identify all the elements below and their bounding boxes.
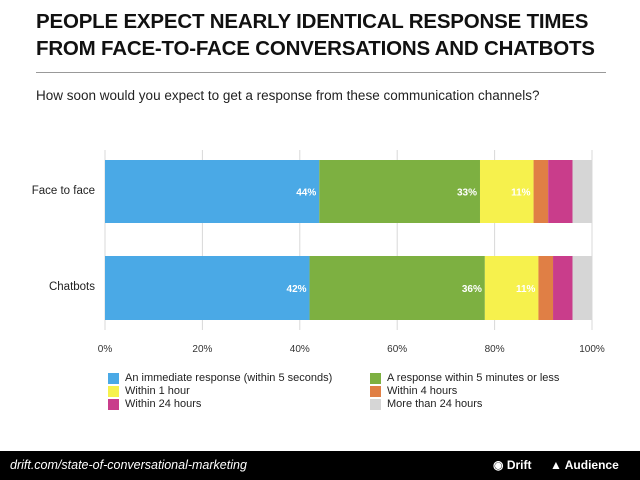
x-tick-label: 40% <box>289 344 310 355</box>
legend-item: Within 24 hours <box>108 398 201 410</box>
bar-segment <box>105 160 320 223</box>
legend-item: A response within 5 minutes or less <box>370 372 559 384</box>
title-divider <box>36 72 606 73</box>
chart-title: PEOPLE EXPECT NEARLY IDENTICAL RESPONSE … <box>36 10 595 60</box>
bar-segment <box>479 160 534 223</box>
legend-swatch <box>108 385 119 397</box>
legend-label: Within 4 hours <box>387 385 458 397</box>
x-tick-label: 100% <box>579 344 605 355</box>
legend-swatch <box>108 372 119 384</box>
data-label: 44% <box>296 188 316 199</box>
category-label: Face to face <box>31 184 95 197</box>
bar-segment <box>105 256 310 320</box>
legend-item: Within 4 hours <box>370 385 457 397</box>
bar-segment <box>572 160 592 223</box>
drift-brand: Drift <box>506 458 532 472</box>
bar-segment <box>309 256 485 320</box>
bar-segment <box>548 160 573 223</box>
legend-swatch <box>370 385 381 397</box>
x-tick-label: 80% <box>484 344 505 355</box>
footer-url[interactable]: drift.com/state-of-conversational-market… <box>10 458 247 472</box>
bar-segment <box>319 160 480 223</box>
x-tick-label: 20% <box>192 344 213 355</box>
bar-segment <box>533 160 549 223</box>
data-label: 11% <box>516 284 536 295</box>
data-label: 11% <box>511 188 531 199</box>
bar-segment <box>572 256 592 320</box>
footer: drift.com/state-of-conversational-market… <box>0 451 640 480</box>
legend-swatch <box>108 398 119 410</box>
data-label: 42% <box>287 284 307 295</box>
category-label: Chatbots <box>48 281 95 293</box>
legend-swatch <box>370 372 381 384</box>
data-label: 33% <box>457 188 477 199</box>
legend-item: More than 24 hours <box>370 398 482 410</box>
legend-label: More than 24 hours <box>387 398 483 410</box>
bar-segment <box>553 256 573 320</box>
drift-logo: ◉ Drift <box>493 458 532 472</box>
audience-logo: ▲ Audience <box>550 458 619 472</box>
legend-item: An immediate response (within 5 seconds) <box>108 372 332 384</box>
legend-label: Within 1 hour <box>125 385 190 397</box>
chart-subtitle: How soon would you expect to get a respo… <box>36 88 540 103</box>
x-tick-label: 60% <box>387 344 408 355</box>
legend-label: A response within 5 minutes or less <box>387 372 560 384</box>
x-tick-label: 0% <box>97 344 113 355</box>
audience-brand: Audience <box>564 458 619 472</box>
data-label: 36% <box>462 284 482 295</box>
legend-label: An immediate response (within 5 seconds) <box>125 372 333 384</box>
bar-segment <box>538 256 554 320</box>
bar-segment <box>484 256 539 320</box>
legend-item: Within 1 hour <box>108 385 190 397</box>
legend-swatch <box>370 398 381 410</box>
legend-label: Within 24 hours <box>125 398 202 410</box>
